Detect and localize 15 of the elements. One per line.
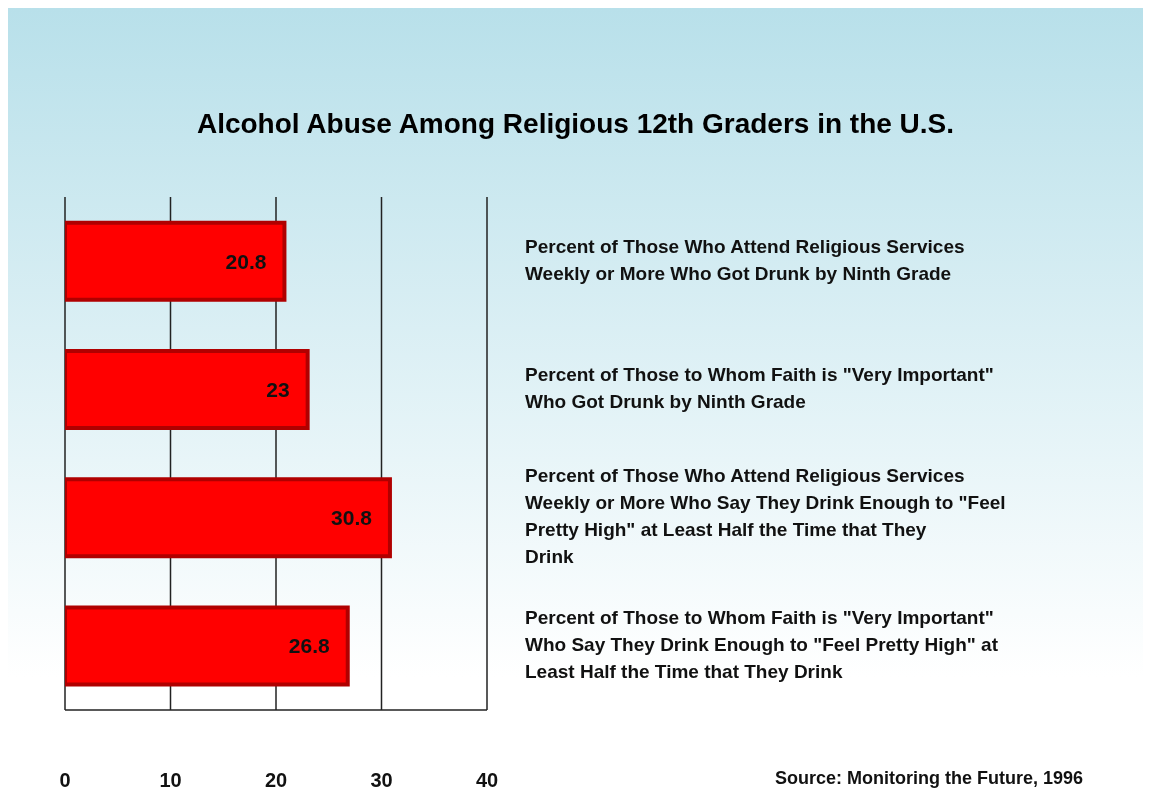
x-tick-label: 20 (264, 769, 288, 792)
y-tick-label: Percent of Those Who Attend Religious Services Weekly or More Who Say They Drink Enough to "Feel Pretty High" at Least Half the Time that They Drink (525, 465, 1006, 568)
x-tick-label: 40 (475, 769, 499, 792)
x-tick-label: 30 (370, 769, 393, 792)
text: Alcohol Abuse Among Religious 12th Graders in the U.S. (195, 108, 956, 140)
data-label: 20.8 (225, 249, 267, 273)
y-tick-label: Percent of Those to Whom Faith is "Very Important" Who Say They Drink Enough to "Feel Pretty High" at Least Half the Time that They Drink (525, 606, 999, 682)
y-tick-label: Percent of Those to Whom Faith is "Very Important" Who Got Drunk by Ninth Grade (525, 363, 994, 412)
x-tick-label: 10 (159, 769, 182, 792)
x-tick-label: 0 (59, 769, 71, 792)
y-tick-label: Percent of Those Who Attend Religious Services Weekly or More Who Got Drunk by Ninth Grade (525, 235, 965, 284)
data-label: 30.8 (331, 506, 373, 530)
data-label: 26.8 (288, 634, 331, 658)
source-note: Source: Monitoring the Future, 1996 (774, 768, 1083, 788)
data-label: 23 (266, 377, 290, 401)
